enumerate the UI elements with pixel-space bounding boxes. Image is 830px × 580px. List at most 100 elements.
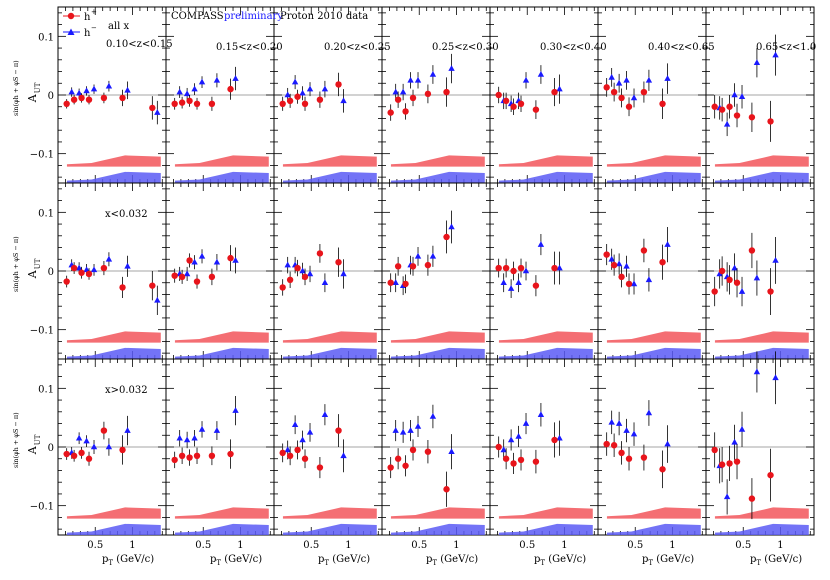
- hplus-point: [387, 109, 394, 116]
- header-dataset: Proton 2010 data: [280, 11, 368, 22]
- hplus-point: [149, 104, 156, 112]
- hplus-point: [640, 88, 648, 96]
- hplus-systematic-band: [714, 331, 809, 343]
- x-axis-title-unit: (GeV/c): [221, 554, 262, 565]
- hplus-point: [640, 247, 648, 254]
- hplus-point: [119, 446, 126, 454]
- hminus-point: [608, 255, 615, 262]
- hminus-point: [176, 88, 183, 95]
- hplus-point: [394, 263, 402, 270]
- y-axis-title-sup: sin(φh + φS − π): [12, 236, 20, 292]
- hminus-point: [664, 440, 671, 447]
- hminus-systematic-band: [714, 171, 809, 183]
- x-axis-title: pT (GeV/c): [642, 554, 694, 567]
- hplus-point: [618, 273, 625, 281]
- hminus-point: [90, 85, 98, 92]
- x-tick-label: 0.5: [627, 540, 643, 551]
- hplus-point: [208, 100, 216, 108]
- panel-r1-c0: x<0.032: [57, 182, 167, 360]
- hminus-point: [124, 86, 131, 93]
- hplus-point: [227, 450, 234, 458]
- hminus-systematic-band: [498, 523, 593, 535]
- x-axis-title: pT (GeV/c): [534, 554, 586, 567]
- legend-hminus-sup: −: [91, 24, 97, 32]
- hminus-point: [753, 368, 761, 375]
- hminus-systematic-band: [390, 347, 485, 359]
- hminus-point: [291, 78, 299, 85]
- hplus-point: [767, 288, 774, 295]
- hminus-point: [500, 279, 507, 286]
- legend: h + h −: [63, 8, 97, 39]
- hplus-point: [387, 279, 394, 286]
- hminus-point: [284, 446, 291, 453]
- hminus-point: [537, 411, 545, 418]
- hminus-point: [645, 276, 653, 283]
- hminus-point: [731, 91, 738, 98]
- hminus-point: [414, 252, 422, 259]
- panel-r2-c6: 0.5 1 pT (GeV/c): [705, 351, 815, 567]
- y-axis-title-sub: UT: [34, 258, 42, 269]
- hplus-point: [186, 97, 193, 105]
- hminus-point: [664, 75, 671, 81]
- hplus-point: [733, 112, 741, 119]
- panel-r1-c1: [165, 182, 275, 360]
- hminus-point: [191, 434, 198, 441]
- x-axis-title-unit: (GeV/c): [761, 554, 802, 565]
- hminus-point: [340, 452, 347, 459]
- hminus-point: [105, 443, 113, 450]
- hplus-point: [502, 455, 510, 462]
- hplus-point: [502, 264, 510, 272]
- y-tick-label: 0: [48, 267, 54, 278]
- panel-r2-c3: 0.5 1 pT (GeV/c): [381, 358, 491, 567]
- x-axis-title-sub: T: [216, 559, 221, 567]
- hminus-point: [716, 270, 723, 277]
- hplus-point: [610, 442, 618, 449]
- hplus-point: [316, 96, 324, 103]
- hplus-point: [618, 449, 625, 457]
- hminus-point: [537, 241, 545, 247]
- hminus-point: [183, 436, 191, 443]
- hminus-point: [392, 88, 399, 95]
- x-axis-title-unit: (GeV/c): [653, 554, 694, 565]
- hminus-point: [321, 85, 329, 92]
- hplus-point: [517, 456, 525, 464]
- hplus-point: [517, 100, 525, 108]
- hminus-point: [429, 412, 437, 419]
- hplus-point: [294, 93, 301, 100]
- panel-r1-c2: [273, 182, 383, 360]
- hminus-point: [340, 97, 347, 104]
- hplus-point: [171, 100, 178, 108]
- panel-r2-c1: 0.5 1 pT (GeV/c): [165, 358, 275, 567]
- hminus-point: [731, 438, 738, 445]
- hminus-point: [738, 288, 746, 294]
- hplus-point: [711, 446, 718, 454]
- z-bin-label: 0.65<z<1.0: [756, 42, 816, 53]
- x-tick-label: 1: [237, 540, 243, 551]
- x-axis-title-unit: (GeV/c): [329, 554, 370, 565]
- hplus-point: [618, 94, 625, 102]
- hminus-point: [105, 255, 113, 262]
- hplus-point: [208, 452, 216, 459]
- y-axis-title: sin(φh + φS − π) AUT: [12, 236, 42, 292]
- hplus-point: [178, 452, 186, 459]
- hplus-point: [495, 443, 502, 451]
- hminus-point: [556, 264, 563, 271]
- hminus-point: [83, 87, 90, 94]
- y-axis-title: sin(φh + φS − π) AUT: [12, 412, 42, 468]
- hplus-point: [510, 103, 517, 110]
- y-axis-title-sub: UT: [34, 434, 42, 445]
- hminus-systematic-band: [606, 347, 701, 359]
- hminus-point: [429, 252, 437, 259]
- hminus-point: [75, 264, 83, 271]
- hplus-point: [748, 495, 756, 502]
- y-tick-label: −0.1: [30, 150, 54, 161]
- hminus-point: [306, 270, 314, 277]
- hminus-point: [723, 120, 731, 127]
- hplus-point: [711, 103, 718, 110]
- x-tick-label: 0.5: [87, 540, 103, 551]
- hplus-point: [733, 279, 741, 286]
- panel-r0-c1: 0.15<z<0.20: [165, 6, 283, 184]
- hminus-systematic-band: [390, 523, 485, 535]
- hplus-point: [767, 471, 774, 479]
- hminus-point: [154, 296, 161, 303]
